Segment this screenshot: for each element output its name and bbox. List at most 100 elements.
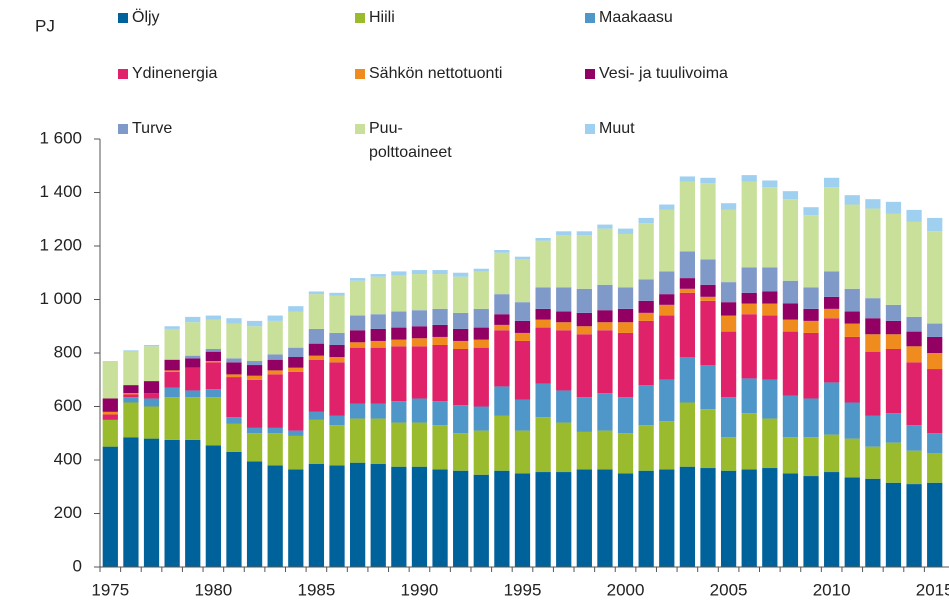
bar-segment bbox=[123, 393, 139, 395]
bar-segment bbox=[143, 438, 160, 567]
bar-segment bbox=[453, 348, 469, 406]
bar-segment bbox=[782, 280, 799, 304]
y-tick-label: 400 bbox=[54, 449, 82, 468]
bar-segment bbox=[473, 268, 489, 272]
legend-label: Turve bbox=[132, 120, 172, 137]
bar-segment bbox=[803, 207, 819, 216]
bar-segment bbox=[906, 484, 922, 567]
bar-segment bbox=[927, 433, 943, 454]
bar-segment bbox=[597, 228, 613, 285]
legend-swatch bbox=[118, 124, 128, 134]
bar-segment bbox=[226, 323, 242, 359]
bar-segment bbox=[370, 464, 386, 567]
bar-segment bbox=[473, 308, 489, 328]
bar-segment bbox=[164, 397, 180, 440]
bar-segment bbox=[205, 445, 221, 567]
bar-segment bbox=[473, 474, 489, 567]
bar-segment bbox=[205, 348, 221, 352]
bar-segment bbox=[865, 208, 881, 299]
bar-segment bbox=[411, 422, 428, 467]
bar-segment bbox=[556, 472, 572, 567]
bar-segment bbox=[308, 464, 325, 567]
bar-segment bbox=[762, 468, 778, 567]
bar-segment bbox=[267, 320, 283, 355]
bar-segment bbox=[411, 310, 428, 327]
bar-segment bbox=[824, 318, 840, 383]
legend-swatch bbox=[118, 69, 128, 79]
legend-label: Ydinenergia bbox=[132, 65, 218, 82]
bar-segment bbox=[617, 287, 634, 309]
bar-segment bbox=[453, 405, 469, 434]
bar-segment bbox=[659, 304, 675, 316]
bar-segment bbox=[803, 320, 819, 333]
y-tick-label: 1 200 bbox=[39, 235, 82, 254]
bar-segment bbox=[741, 413, 757, 470]
bar-segment bbox=[865, 351, 881, 416]
bar-segment bbox=[741, 267, 757, 293]
bar-segment bbox=[679, 466, 696, 567]
bar-segment bbox=[205, 397, 221, 446]
bar-segment bbox=[762, 418, 778, 469]
bar-segment bbox=[679, 251, 696, 279]
bar-segment bbox=[473, 406, 489, 431]
bar-segment bbox=[824, 472, 840, 567]
bar-segment bbox=[494, 294, 510, 315]
bar-segment bbox=[226, 423, 242, 452]
bar-segment bbox=[185, 322, 201, 356]
bar-segment bbox=[617, 322, 634, 333]
bar-segment bbox=[514, 320, 531, 333]
bar-segment bbox=[267, 315, 283, 321]
legend-label: Sähkön nettotuonti bbox=[369, 65, 502, 82]
bar-segment bbox=[576, 334, 592, 398]
bar-segment bbox=[308, 359, 325, 412]
bar-segment bbox=[494, 250, 510, 253]
bar-segment bbox=[432, 336, 448, 345]
bar-segment bbox=[102, 414, 118, 420]
bar-segment bbox=[411, 338, 428, 347]
bar-segment bbox=[349, 330, 366, 343]
bar-segment bbox=[906, 362, 922, 426]
bar-segment bbox=[700, 183, 716, 260]
bar-segment bbox=[638, 279, 654, 301]
bar-segment bbox=[246, 379, 263, 428]
bar-segment bbox=[494, 252, 510, 295]
bar-segment bbox=[824, 187, 840, 272]
bar-segment bbox=[741, 314, 757, 379]
bar-segment bbox=[638, 223, 654, 280]
bar-segment bbox=[123, 351, 139, 386]
bar-segment bbox=[267, 370, 283, 375]
bar-segment bbox=[782, 437, 799, 474]
bar-segment bbox=[824, 382, 840, 435]
bar-segment bbox=[494, 470, 510, 567]
x-tick-label: 1975 bbox=[91, 580, 129, 599]
bar-segment bbox=[514, 332, 531, 341]
bar-segment bbox=[329, 295, 345, 333]
bar-segment bbox=[885, 334, 902, 349]
bar-segment bbox=[185, 439, 201, 567]
bar-segment bbox=[803, 215, 819, 288]
bar-segment bbox=[205, 319, 221, 349]
bar-segment bbox=[370, 328, 386, 341]
bar-segment bbox=[844, 311, 860, 324]
bar-segment bbox=[143, 406, 160, 439]
bar-segment bbox=[824, 177, 840, 188]
bar-segment bbox=[329, 362, 345, 416]
bar-segment bbox=[514, 256, 531, 260]
bar-segment bbox=[927, 231, 943, 324]
bar-segment bbox=[123, 385, 139, 394]
bar-segment bbox=[329, 344, 345, 358]
bar-segment bbox=[535, 319, 551, 328]
bar-segment bbox=[473, 327, 489, 340]
bar-segment bbox=[617, 228, 634, 234]
bar-segment bbox=[288, 347, 304, 358]
bar-segment bbox=[885, 348, 902, 414]
bar-segment bbox=[576, 397, 592, 432]
bar-segment bbox=[803, 287, 819, 309]
bar-segment bbox=[185, 367, 201, 391]
bar-segment bbox=[556, 390, 572, 423]
bar-segment bbox=[700, 365, 716, 410]
bar-segment bbox=[844, 438, 860, 478]
bar-segment bbox=[659, 204, 675, 210]
bar-segment bbox=[803, 398, 819, 438]
legend-swatch bbox=[585, 124, 595, 134]
